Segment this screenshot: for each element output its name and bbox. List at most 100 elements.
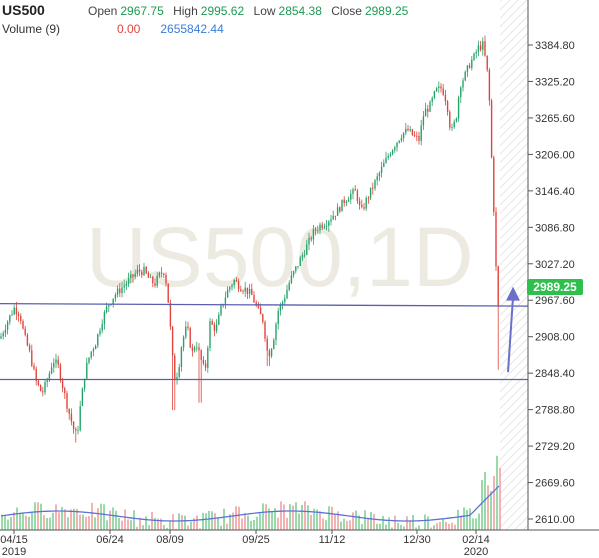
- candle-body: [171, 326, 174, 356]
- volume-bar: [346, 520, 348, 530]
- trendlines-layer[interactable]: [0, 286, 529, 381]
- candle-body: [46, 380, 48, 383]
- volume-bar: [391, 527, 393, 530]
- volume-bar: [448, 523, 450, 530]
- volume-bar: [19, 513, 21, 530]
- y-tick-label: 2848.40: [535, 368, 575, 380]
- candle-body: [174, 355, 176, 380]
- volume-bar: [187, 525, 189, 530]
- candle-body: [314, 229, 317, 231]
- volume-bar: [121, 520, 123, 530]
- volume-bar: [397, 522, 399, 530]
- volume-bar: [469, 508, 471, 530]
- volume-bar: [277, 517, 279, 530]
- candle-body: [180, 347, 183, 368]
- volume-bar: [499, 468, 501, 530]
- candle-body: [438, 86, 440, 88]
- volume-bar: [274, 508, 276, 530]
- candle-body: [42, 391, 44, 393]
- volume-bar: [295, 502, 297, 530]
- candle-body: [277, 310, 279, 324]
- candle-body: [433, 91, 436, 98]
- candle-body: [163, 273, 165, 275]
- volume-bar: [337, 511, 339, 530]
- candle-body: [493, 157, 495, 212]
- volume-bar: [196, 515, 198, 530]
- candle-body: [402, 132, 405, 138]
- candle-body: [394, 147, 396, 151]
- volume-change: 0.00: [117, 22, 141, 36]
- volume-bar: [262, 503, 264, 530]
- candle-body: [356, 190, 359, 201]
- candle-body: [176, 376, 178, 380]
- candle-body: [405, 128, 407, 133]
- volume-bar: [226, 523, 228, 530]
- candle-body: [279, 304, 282, 311]
- candle-body: [66, 393, 68, 409]
- volume-bar: [292, 505, 294, 530]
- candle-body: [213, 324, 216, 331]
- volume-bar: [28, 516, 30, 530]
- candle-body: [218, 314, 220, 325]
- close-label: Close: [331, 4, 362, 18]
- candle-body: [127, 278, 130, 284]
- candle-body: [70, 413, 73, 422]
- volume-bar: [166, 527, 168, 530]
- volume-bar: [178, 513, 180, 530]
- candle-body: [409, 129, 411, 131]
- volume-bar: [199, 528, 201, 530]
- candle-body: [317, 230, 319, 232]
- candle-body: [244, 287, 246, 292]
- candle-body: [251, 289, 253, 295]
- volume-bar: [16, 507, 18, 530]
- candle-body: [451, 127, 453, 128]
- y-tick-label: 3027.20: [535, 259, 575, 271]
- y-tick-label: 2967.60: [535, 295, 575, 307]
- candle-body: [486, 55, 488, 70]
- candle-body: [358, 200, 361, 205]
- price-tag: 2989.25: [527, 279, 583, 295]
- volume-bar: [70, 509, 72, 530]
- candle-body: [123, 285, 125, 288]
- volume-bar: [112, 507, 114, 530]
- candle-body: [416, 135, 418, 137]
- volume-bar: [355, 510, 357, 530]
- volume-bar: [259, 513, 261, 530]
- candle-body: [191, 347, 194, 351]
- candle-body: [132, 274, 134, 277]
- arrow-shaft: [507, 297, 514, 373]
- candle-body: [259, 307, 262, 315]
- candle-body: [372, 187, 374, 189]
- candle-body: [57, 359, 59, 365]
- candle-body: [209, 321, 211, 348]
- candle-body: [114, 294, 117, 299]
- candle-body: [275, 323, 277, 341]
- candle-body: [288, 282, 290, 290]
- volume-bar: [172, 514, 174, 530]
- volume-bar: [310, 514, 312, 530]
- volume-bar: [412, 515, 414, 530]
- volume-bar: [34, 502, 36, 530]
- volume-bar: [298, 513, 300, 530]
- volume-bar: [445, 521, 447, 530]
- close-value: 2989.25: [364, 4, 409, 18]
- candle-body: [387, 155, 389, 158]
- candle-body: [83, 378, 86, 389]
- candle-body: [130, 274, 132, 279]
- candle-body: [189, 327, 191, 348]
- volume-bar: [319, 511, 321, 530]
- candle-body: [112, 298, 114, 304]
- volume-bar: [352, 512, 354, 530]
- candle-body: [479, 45, 482, 50]
- candle-body: [4, 329, 7, 334]
- volume-bar: [193, 518, 195, 530]
- candle-body: [306, 244, 308, 255]
- candle-body: [97, 334, 99, 346]
- low-value: 2854.38: [278, 4, 322, 18]
- volume-bar: [223, 508, 225, 530]
- volume-bar: [1, 514, 3, 530]
- candle-body: [103, 312, 106, 324]
- y-tick-label: 3206.00: [535, 149, 575, 161]
- volume-bar: [424, 514, 426, 530]
